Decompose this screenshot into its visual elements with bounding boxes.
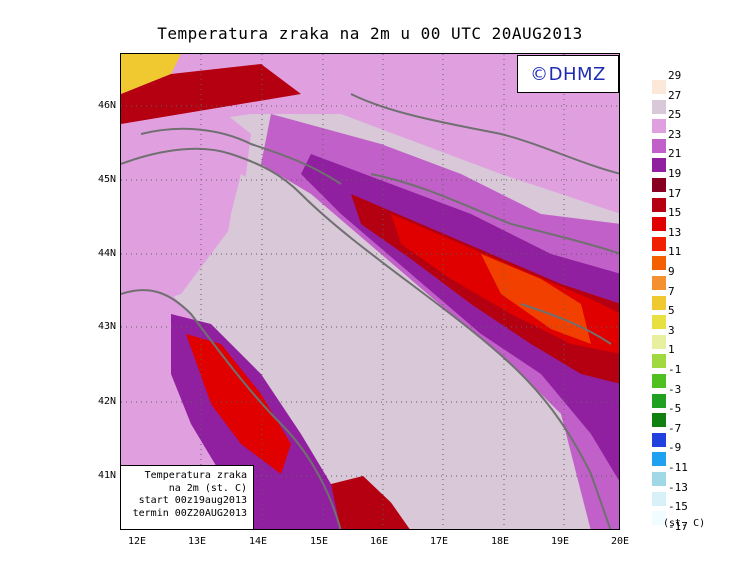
legend-swatch: [652, 511, 666, 526]
lat-label-46n: 46N: [97, 100, 116, 111]
legend-label: 23: [668, 127, 682, 141]
legend-label: 29: [668, 69, 682, 82]
chart-title: Temperatura zraka na 2m u 00 UTC 20AUG20…: [157, 24, 583, 43]
lon-label-16e: 16E: [369, 536, 389, 547]
temp-zone-a: [121, 94, 251, 314]
info-line-1: Temperatura zraka: [144, 470, 247, 481]
legend-label: -17: [668, 519, 688, 533]
legend-label: -13: [668, 480, 688, 494]
lat-label-45n: 45N: [97, 174, 116, 185]
lon-label-20e: 20E: [610, 536, 630, 547]
legend-swatch: [652, 99, 666, 114]
dhmz-logo: ©DHMZ: [517, 55, 619, 93]
lon-label-17e: 17E: [429, 536, 449, 547]
legend-label: -9: [668, 441, 682, 455]
legend-label: 11: [668, 245, 682, 259]
adriatic-sea: [221, 174, 591, 529]
lat-label-41n: 41N: [97, 470, 116, 481]
info-box: Temperatura zraka na 2m (st. C) start 00…: [120, 465, 254, 530]
legend-swatch: [652, 295, 666, 310]
temp-zone-m: [331, 474, 410, 529]
border-montenegro: [520, 303, 612, 345]
legend-swatch: [652, 276, 666, 290]
legend-unit: (st. C): [663, 518, 706, 529]
legend-swatch: [652, 491, 666, 506]
legend-swatch: [652, 374, 666, 388]
legend-swatch: [652, 452, 666, 467]
legend-label: 9: [668, 265, 675, 278]
legend-label: -15: [668, 500, 688, 514]
legend-swatch: [652, 413, 666, 428]
legend-swatch: [652, 138, 666, 153]
legend-label: 19: [668, 167, 682, 180]
map-grid: [121, 54, 619, 529]
info-line-2: na 2m (st. C): [168, 482, 247, 494]
lon-label-12e: 12E: [127, 536, 147, 547]
temp-zone-h: [121, 54, 181, 94]
lon-label-14e: 14E: [248, 536, 268, 547]
coastline-north: [140, 127, 342, 185]
map-svg: [121, 54, 619, 529]
legend-swatch: [652, 217, 666, 232]
legend-label: 17: [668, 186, 682, 200]
lon-label-18e: 18E: [490, 536, 510, 547]
temperature-map: [120, 53, 620, 530]
legend-swatch: [652, 197, 666, 212]
border-bosnia: [370, 173, 619, 255]
legend-swatch: [652, 158, 666, 173]
legend-swatch: [652, 315, 666, 330]
temp-zone-i: [121, 64, 301, 124]
legend-swatch: [652, 393, 666, 408]
legend-swatch: [652, 256, 666, 271]
lon-label-15e: 15E: [309, 536, 329, 547]
legend-swatch: [652, 432, 666, 447]
legend-label: 7: [668, 284, 675, 298]
legend-label: -1: [668, 363, 682, 376]
legend-swatch: [652, 354, 666, 369]
legend-label: 15: [668, 206, 682, 220]
legend-label: -7: [668, 421, 682, 435]
info-line-3: start 00z19aug2013: [138, 495, 247, 506]
legend-label: 13: [668, 225, 682, 239]
legend-swatch: [652, 178, 666, 192]
temp-zone-g: [481, 254, 591, 344]
lat-label-43n: 43N: [97, 321, 116, 332]
legend-label: 1: [668, 343, 675, 357]
lon-label-13e: 13E: [187, 536, 207, 547]
legend-label: -11: [668, 461, 688, 474]
legend-swatch: [652, 119, 666, 134]
legend-swatch: [652, 334, 666, 349]
lat-label-42n: 42N: [97, 396, 116, 407]
legend-swatch: [652, 472, 666, 486]
legend-label: -3: [668, 382, 682, 396]
legend-swatch: [652, 80, 666, 94]
border-north: [350, 93, 619, 175]
info-line-4: termin 00Z20AUG2013: [132, 507, 247, 519]
legend-label: 21: [668, 147, 682, 161]
coastline-italy: [121, 289, 342, 529]
legend-label: 27: [668, 88, 682, 102]
temp-zone-l: [186, 334, 291, 474]
legend-label: 3: [668, 323, 675, 337]
legend-label: 5: [668, 304, 675, 318]
lon-label-19e: 19E: [550, 536, 570, 547]
legend-swatch: [652, 236, 666, 251]
legend-label: -5: [668, 402, 682, 416]
legend-label: 25: [668, 108, 682, 122]
lat-label-44n: 44N: [97, 248, 116, 259]
